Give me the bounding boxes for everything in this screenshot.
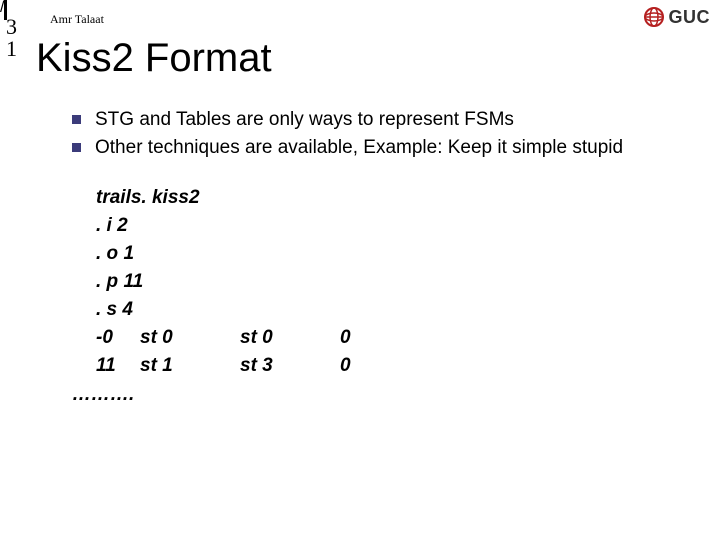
code-header: . s 4	[96, 296, 351, 324]
code-cell: st 0	[240, 324, 340, 352]
bullet-text: STG and Tables are only ways to represen…	[95, 108, 514, 132]
code-cell: 11	[96, 352, 140, 380]
code-header: . i 2	[96, 212, 351, 240]
bullet-list: STG and Tables are only ways to represen…	[72, 108, 690, 164]
code-block: trails. kiss2 . i 2 . o 1 . p 11 . s 4 -…	[96, 184, 351, 380]
list-item: STG and Tables are only ways to represen…	[72, 108, 690, 132]
code-ellipsis: ……….	[72, 384, 134, 406]
code-filename: trails. kiss2	[96, 184, 351, 212]
code-cell: st 3	[240, 352, 340, 380]
code-cell: st 0	[140, 324, 240, 352]
list-item: Other techniques are available, Example:…	[72, 136, 690, 160]
code-cell: st 1	[140, 352, 240, 380]
code-cell: 0	[340, 355, 351, 376]
left-bar	[4, 0, 7, 20]
bullet-icon	[72, 115, 81, 124]
code-header: . o 1	[96, 240, 351, 268]
left-column: / 3 1	[0, 0, 26, 60]
code-cell: 0	[340, 327, 351, 348]
logo: GUC	[643, 6, 711, 28]
bullet-text: Other techniques are available, Example:…	[95, 136, 623, 160]
code-header: . p 11	[96, 268, 351, 296]
code-row: 11st 1st 30	[96, 352, 351, 380]
code-row: -0st 0st 00	[96, 324, 351, 352]
logo-text: GUC	[669, 7, 711, 28]
left-num-2: 1	[0, 38, 26, 60]
author-name: Amr Talaat	[50, 12, 104, 27]
bullet-icon	[72, 143, 81, 152]
page-title: Kiss2 Format	[36, 36, 272, 81]
code-cell: -0	[96, 324, 140, 352]
globe-icon	[643, 6, 665, 28]
slide: / 3 1 Amr Talaat GUC Kiss2 Format STG an…	[0, 0, 720, 540]
